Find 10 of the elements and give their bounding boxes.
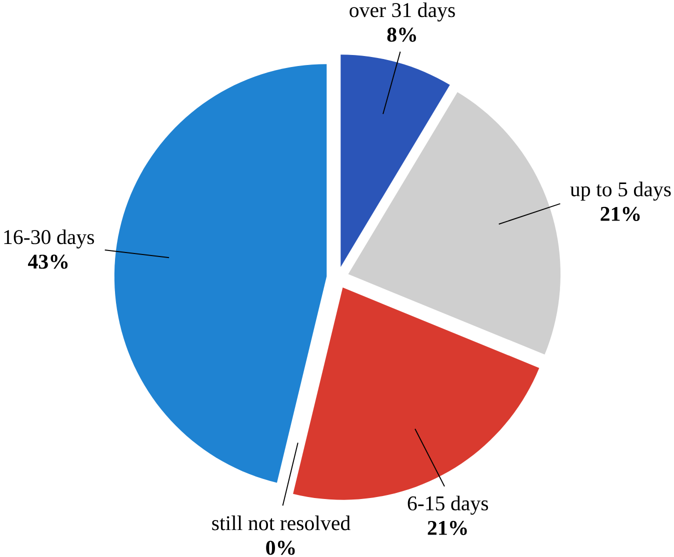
data-label: 43% (28, 254, 68, 269)
category-label: still not resolved (212, 515, 350, 530)
text: 0% (266, 540, 295, 555)
data-label: 8% (387, 27, 416, 42)
data-label: 21% (600, 206, 640, 221)
slice-label: 6-15 days (408, 496, 488, 515)
data-label: 21% (428, 520, 467, 535)
slice-label: up to 5 days (570, 181, 671, 200)
slice-label: 16-30 days (4, 229, 94, 248)
slice-label: over 31 days (350, 2, 455, 22)
